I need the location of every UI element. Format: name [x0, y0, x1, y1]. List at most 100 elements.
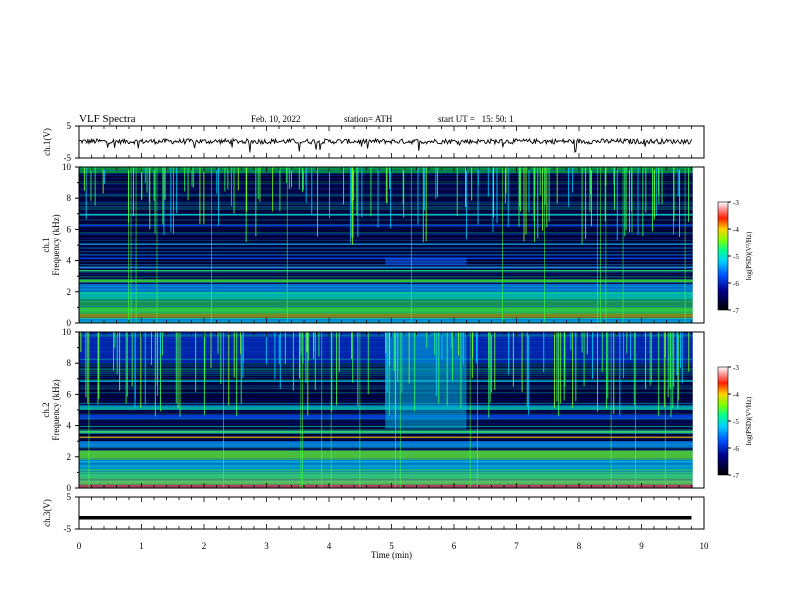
colorbar-tick-label: -3	[733, 199, 739, 207]
x-tick-label: 5	[389, 541, 394, 551]
colorbar-tick-label: -7	[733, 472, 739, 480]
spectrogram-noise	[79, 214, 704, 215]
colorbar-tick-label: -3	[733, 364, 739, 372]
y-axis-label: ch.3(V)	[42, 499, 52, 527]
y-tick-label: 4	[67, 256, 72, 266]
x-tick-label: 0	[77, 541, 82, 551]
spectrogram-noise	[79, 202, 704, 204]
y-tick-label: 6	[67, 224, 72, 234]
spectrogram-noise	[79, 234, 704, 236]
spectrogram-band	[79, 284, 704, 292]
spectrogram-noise	[79, 187, 704, 189]
date-label: Feb. 10, 2022	[251, 114, 301, 124]
spectrogram-band	[79, 291, 704, 300]
y-tick-label: -5	[64, 524, 72, 534]
spectrogram-noise	[79, 296, 704, 298]
x-axis-label: Time (min)	[371, 550, 412, 560]
spectrogram-noise	[79, 267, 704, 269]
spectrogram-noise	[79, 251, 704, 253]
spectrogram-noise	[79, 292, 704, 294]
spectrogram-noise	[79, 469, 704, 470]
spectrogram-noise	[79, 458, 704, 460]
colorbar-tick-label: -4	[733, 226, 739, 234]
spectrogram-noise	[79, 433, 704, 434]
spectrogram-noise	[79, 283, 704, 284]
y-tick-label: 4	[67, 421, 72, 431]
spectrogram-noise	[79, 194, 704, 195]
spectrogram-event	[385, 257, 467, 266]
spectrogram-noise	[79, 277, 704, 279]
spectrogram-noise	[79, 479, 704, 481]
spectrogram-band	[79, 478, 704, 485]
spectrogram-band	[79, 224, 704, 227]
y-axis-label-channel: ch.2	[41, 402, 51, 417]
spectrogram-noise	[79, 247, 704, 249]
spectrogram-gap	[692, 167, 704, 323]
spectrogram-noise	[79, 206, 704, 208]
spectrogram-noise	[79, 267, 704, 269]
y-axis-label-frequency: Frequency (kHz)	[51, 214, 61, 275]
spectrogram-noise	[79, 255, 704, 257]
y-tick-label: 0	[67, 483, 72, 493]
spectrogram-band	[79, 243, 704, 245]
spectrogram-noise	[79, 204, 704, 205]
spectrogram-noise	[79, 446, 704, 448]
spectrogram-band	[79, 441, 704, 448]
spectrogram-noise	[79, 317, 704, 318]
colorbar	[717, 201, 729, 311]
spectrogram-noise	[79, 247, 704, 249]
spectrogram-band	[79, 299, 704, 308]
spectrogram-noise	[79, 309, 704, 311]
x-tick-label: 9	[639, 541, 644, 551]
y-tick-label: -5	[64, 153, 72, 163]
spectrogram-noise	[79, 254, 704, 256]
spectrogram-noise	[79, 206, 704, 208]
colorbar-label: log(PSD)(V²/Hz)	[745, 396, 753, 445]
y-tick-label: 5	[67, 492, 72, 502]
spectrogram-noise	[79, 470, 704, 472]
spectrogram-band	[79, 266, 704, 269]
colorbar-label: log(PSD)(V²/Hz)	[745, 231, 753, 280]
spectrogram-noise	[79, 301, 704, 302]
spectrogram-noise	[79, 479, 704, 480]
spectrogram-noise	[79, 470, 704, 472]
spectrogram-band	[79, 279, 704, 283]
spectrogram-noise	[79, 461, 704, 463]
y-tick-label: 8	[67, 193, 72, 203]
x-tick-label: 10	[700, 541, 710, 551]
spectrogram-noise	[79, 183, 704, 184]
y-tick-label: 2	[67, 452, 72, 462]
spectrogram-band	[79, 430, 704, 434]
y-tick-label: 0	[67, 318, 72, 328]
y-tick-label: 10	[62, 162, 72, 172]
spectrogram-band	[79, 450, 704, 460]
spectrogram-band	[79, 469, 704, 479]
spectrogram-noise	[79, 438, 704, 439]
spectrogram-noise	[79, 444, 704, 445]
spectrogram-noise	[79, 240, 704, 242]
spectrogram-noise	[79, 253, 704, 255]
spectrogram-band	[79, 313, 704, 319]
spectrogram-noise	[79, 255, 704, 256]
colorbar	[717, 366, 729, 476]
spectrogram-noise	[79, 227, 704, 229]
spectrogram-noise	[79, 462, 704, 464]
spectrogram-noise	[79, 184, 704, 186]
spectrogram-noise	[79, 184, 704, 185]
spectrogram-noise	[79, 233, 704, 234]
spectrogram-band	[79, 436, 704, 439]
spectrogram-noise	[79, 430, 704, 432]
spectrogram-noise	[79, 178, 704, 179]
spectrogram-noise	[79, 226, 704, 227]
station-label: station= ATH	[344, 114, 393, 124]
spectrogram-noise	[79, 480, 704, 482]
spectrogram-noise	[79, 206, 704, 208]
x-tick-label: 3	[264, 541, 269, 551]
spectrogram-noise	[79, 471, 704, 473]
spectrogram-noise	[79, 293, 704, 294]
spectrogram-noise	[79, 247, 704, 249]
spectrogram-noise	[79, 209, 704, 210]
spectrogram-noise	[79, 460, 704, 461]
chart-title: VLF Spectra	[79, 113, 136, 125]
spectrogram-band	[79, 459, 704, 470]
